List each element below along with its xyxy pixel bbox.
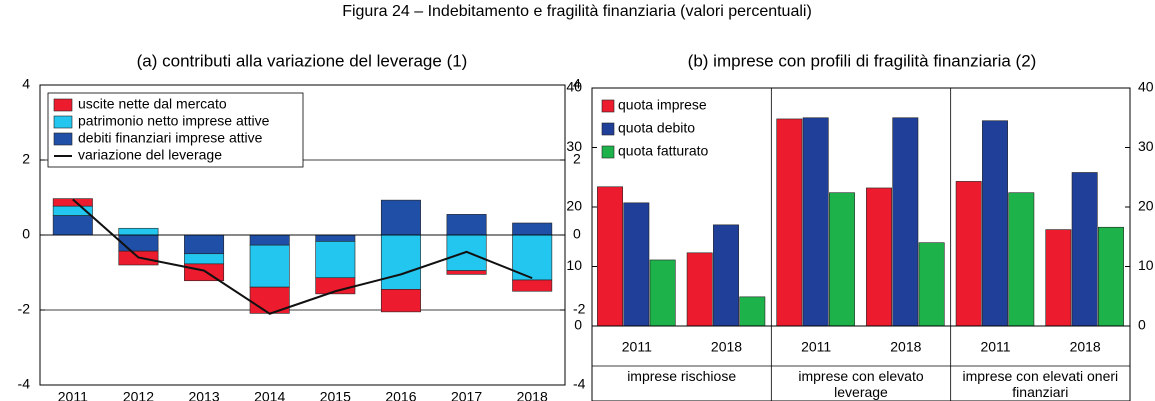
- legend-label: patrimonio netto imprese attive: [78, 113, 270, 129]
- group-label: imprese con elevato leverage: [798, 368, 924, 400]
- bar: [829, 192, 855, 327]
- y2-tick-label: -4: [573, 376, 586, 392]
- legend-swatch: [601, 122, 615, 136]
- bar: [686, 252, 713, 327]
- x-tick-label: 2015: [320, 389, 351, 401]
- bar: [1071, 172, 1098, 327]
- bar: [739, 296, 766, 327]
- y-tick-label: 0: [574, 317, 582, 333]
- group-label-box: imprese con elevato leverage: [798, 368, 924, 400]
- legend-swatch: [53, 132, 73, 146]
- bar-segment: [315, 241, 356, 279]
- legend-frame: [47, 92, 304, 168]
- y2-tick-label: 20: [1138, 198, 1154, 214]
- bar: [623, 202, 650, 327]
- legend-label: quota imprese: [618, 97, 707, 113]
- y2-tick-label: 10: [1138, 257, 1154, 273]
- group-label: imprese rischiose: [627, 368, 737, 384]
- legend-label: debiti finanziari imprese attive: [78, 130, 263, 146]
- bar: [802, 117, 829, 327]
- x-tick-label: 2014: [254, 389, 285, 401]
- group-label-box: imprese rischiose: [627, 368, 737, 384]
- bar: [649, 259, 676, 327]
- x-tick-label: 2018: [711, 339, 742, 355]
- bar: [918, 242, 945, 327]
- y2-tick-label: 2: [573, 151, 581, 167]
- x-tick-label: 2013: [188, 389, 219, 401]
- y2-tick-label: 0: [573, 226, 581, 242]
- bar-segment: [249, 234, 290, 246]
- bar-segment: [118, 227, 159, 236]
- x-tick-label: 2011: [58, 389, 88, 401]
- x-tick-label: 2011: [980, 339, 1010, 355]
- bar-segment: [249, 244, 290, 288]
- x-tick-label: 2012: [123, 389, 154, 401]
- plot-frame: [39, 84, 566, 386]
- y-tick-label: 2: [22, 151, 30, 167]
- legend-label: variazione del leverage: [78, 147, 222, 163]
- bar-segment: [446, 214, 487, 236]
- bar: [982, 120, 1008, 327]
- bar: [713, 224, 739, 327]
- y2-tick-label: 30: [1138, 138, 1154, 154]
- x-tick-label: 2018: [890, 339, 921, 355]
- legend-label: quota debito: [618, 120, 695, 136]
- y-tick-label: -4: [18, 376, 31, 392]
- figure-title: Figura 24 – Indebitamento e fragilità fi…: [342, 3, 812, 20]
- bar: [1008, 192, 1035, 327]
- x-tick-label: 2018: [1070, 339, 1101, 355]
- bar: [955, 181, 982, 327]
- bar: [866, 187, 892, 327]
- plot-frame: [591, 87, 1131, 401]
- legend-swatch: [53, 98, 73, 112]
- bar: [1098, 226, 1124, 327]
- y2-tick-label: 4: [573, 76, 581, 92]
- y2-tick-label: 0: [1138, 317, 1146, 333]
- group-label-box: imprese con elevati oneri finanziari: [962, 368, 1119, 400]
- x-tick-label: 2018: [517, 389, 548, 401]
- legend-swatch: [53, 115, 73, 129]
- y-tick-label: 10: [566, 257, 582, 273]
- legend-label: quota fatturato: [618, 143, 709, 159]
- bar: [892, 117, 919, 327]
- bar-segment: [118, 234, 159, 252]
- y2-tick-label: -2: [573, 301, 586, 317]
- bar-segment: [184, 253, 225, 265]
- legend-label: uscite nette dal mercato: [78, 96, 227, 112]
- bar-segment: [380, 289, 421, 313]
- y-tick-label: 30: [566, 138, 582, 154]
- line-series: [72, 198, 533, 315]
- y-tick-label: 4: [22, 76, 30, 92]
- y-tick-label: 0: [22, 226, 30, 242]
- y-tick-label: 40: [566, 79, 582, 95]
- y-tick-label: -2: [18, 301, 31, 317]
- bar-segment: [380, 199, 421, 236]
- y2-tick-label: 40: [1138, 79, 1154, 95]
- x-tick-label: 2016: [385, 389, 416, 401]
- chart-title: (b) imprese con profili di fragilità fin…: [688, 51, 1037, 70]
- y-tick-label: 20: [566, 198, 582, 214]
- bar-segment: [315, 234, 356, 242]
- bar-segment: [446, 270, 487, 275]
- bar-segment: [512, 222, 553, 236]
- chart-title: (a) contributi alla variazione del lever…: [137, 51, 468, 70]
- bar-segment: [184, 263, 225, 282]
- group-label: imprese con elevati oneri finanziari: [962, 368, 1119, 400]
- bar-segment: [52, 215, 93, 236]
- bar: [776, 118, 803, 327]
- bar-segment: [512, 279, 553, 292]
- legend-swatch: [601, 145, 615, 159]
- bar: [597, 186, 623, 327]
- x-tick-label: 2011: [801, 339, 831, 355]
- x-tick-label: 2011: [622, 339, 652, 355]
- bar-segment: [52, 198, 93, 207]
- x-tick-label: 2017: [451, 389, 482, 401]
- bar: [1045, 229, 1072, 327]
- legend-swatch: [601, 99, 615, 113]
- bar-segment: [380, 234, 421, 290]
- bar-segment: [184, 234, 225, 255]
